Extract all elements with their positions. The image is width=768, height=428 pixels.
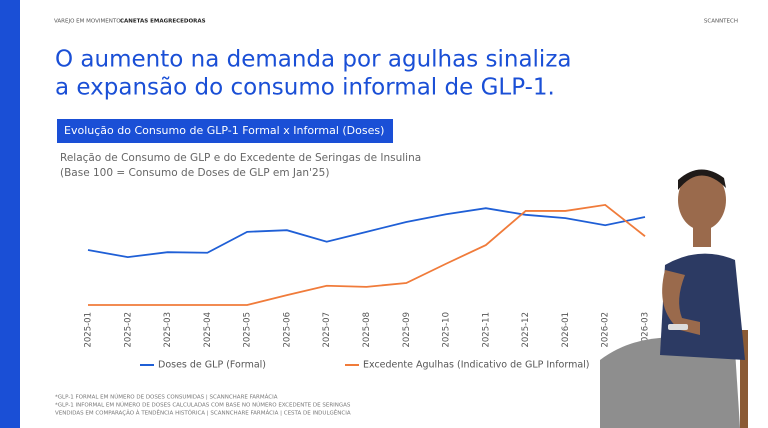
footnote: VENDIDAS EM COMPARAÇÃO À TENDÊNCIA HISTÓ… — [55, 409, 351, 417]
x-tick-label: 2025-11 — [481, 312, 491, 348]
chart-title-box — [57, 119, 393, 143]
legend-label: Doses de GLP (Formal) — [158, 360, 266, 371]
x-tick-label: 2025-01 — [84, 312, 94, 348]
x-tick-label: 2025-06 — [282, 312, 292, 348]
series-line — [87, 207, 646, 259]
person-illustration — [600, 169, 748, 428]
chart-subtitle: Relação de Consumo de GLP e do Excedente… — [60, 152, 421, 164]
x-tick-label: 2025-07 — [322, 312, 332, 348]
footnote: *GLP-1 INFORMAL EM NÚMERO DE DOSES CALCU… — [55, 402, 351, 409]
header-topic: CANETAS EMAGRECEDORAS — [120, 19, 206, 25]
x-tick-label: 2025-09 — [402, 312, 412, 348]
title-line: O aumento na demanda por agulhas sinaliz… — [55, 47, 572, 73]
footnote: *GLP-1 FORMAL EM NÚMERO DE DOSES CONSUMI… — [55, 394, 278, 401]
chart-subtitle: (Base 100 = Consumo de Doses de GLP em J… — [60, 167, 329, 179]
plot: 2025-01 2025-02 2025-03 2025-04 2025-05 2025-… — [84, 203, 651, 371]
x-tick-label: 2026-02 — [601, 312, 611, 348]
series-line — [88, 203, 646, 306]
x-tick-label: 2025-02 — [123, 312, 133, 348]
chart-title: Evolução do Consumo de GLP-1 Formal x In… — [64, 124, 384, 137]
legend-label: Excedente Agulhas (Indicativo de GLP Inf… — [363, 360, 590, 371]
x-tick-label: 2025-12 — [521, 312, 531, 348]
x-tick-label: 2026-03 — [641, 312, 651, 348]
brand: SCANNTECH — [704, 19, 738, 25]
x-tick-label: 2025-10 — [442, 312, 452, 348]
x-tick-label: 2025-08 — [362, 312, 372, 348]
x-tick-label: 2025-04 — [203, 312, 213, 348]
title-line: a expansão do consumo informal de GLP-1. — [55, 75, 555, 101]
x-tick-label: 2025-03 — [163, 312, 173, 348]
x-tick-label: 2026-01 — [561, 312, 571, 348]
side-bar — [0, 0, 20, 428]
header-section: VAREJO EM MOVIMENTO: — [54, 19, 122, 25]
x-tick-label: 2025-05 — [243, 312, 253, 348]
